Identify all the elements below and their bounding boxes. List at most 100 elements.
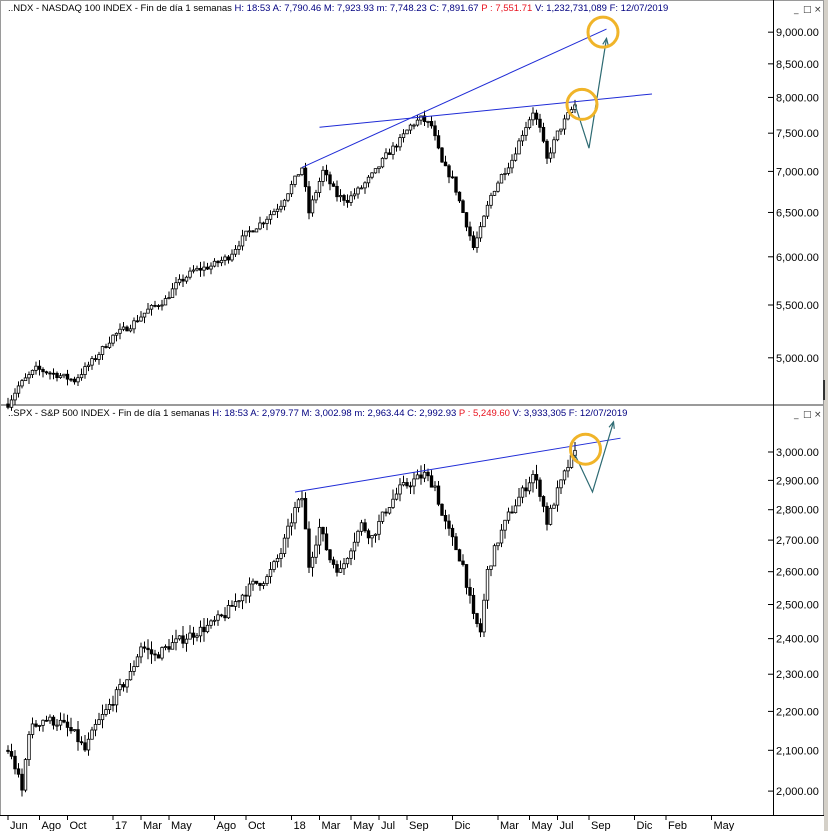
ndx-close-button[interactable]: × (814, 5, 822, 15)
spx-candle-body (496, 542, 500, 547)
ndx-candle-body (412, 124, 416, 127)
ndx-candle-body (338, 195, 343, 198)
x-tick-label: May (353, 820, 374, 831)
ndx-candle-body (258, 222, 262, 230)
ndx-candle-body (100, 346, 105, 355)
spx-candle-body (223, 615, 227, 619)
ndx-candle-body (9, 399, 14, 408)
spx-candle-body (198, 626, 203, 637)
ndx-candle-body (20, 380, 24, 387)
ndx-header: ..NDX - NASDAQ 100 INDEX - Fin de día 1 … (8, 3, 668, 14)
ndx-candle-body (230, 253, 234, 261)
spx-candle-body (132, 666, 136, 672)
ndx-ytick-label: 5,500.00 (776, 300, 819, 312)
spx-candle-body (345, 557, 350, 565)
ndx-candle-body (401, 133, 406, 138)
ndx-candle-body (475, 237, 479, 248)
ndx-candle-body (489, 194, 493, 206)
spx-candle-body (128, 671, 133, 681)
spx-candle-body (289, 522, 294, 527)
ndx-candle-body (146, 308, 150, 314)
ndx-candle-body (405, 129, 409, 135)
spx-candle-body (272, 561, 276, 570)
spx-candle-body (216, 614, 220, 621)
ndx-candle-body (160, 304, 164, 307)
ndx-candle-body (58, 375, 63, 379)
x-tick-label: 18 (294, 820, 306, 831)
ndx-candle-body (454, 176, 458, 193)
x-tick-label: Feb (668, 820, 687, 831)
spx-candle-body (139, 646, 143, 658)
ndx-candle-body (79, 374, 84, 379)
spx-header: ..SPX - S&P 500 INDEX - Fin de día 1 sem… (8, 408, 627, 419)
spx-candle-body (566, 467, 570, 472)
spx-close-button[interactable]: × (814, 410, 822, 420)
spx-candle-body (104, 709, 108, 715)
spx-candle-body (401, 482, 406, 486)
spx-trendline (294, 437, 621, 493)
ndx-candle-body (268, 214, 273, 220)
spx-candle-body (254, 580, 259, 584)
spx-candle-body (349, 550, 353, 559)
spx-ytick-label: 2,000.00 (776, 786, 819, 798)
ndx-minimize-button[interactable]: _ (793, 5, 799, 15)
x-tick-label: Ago (42, 820, 62, 831)
ndx-restore-button[interactable]: □ (803, 5, 812, 15)
spx-candle-body (510, 511, 514, 514)
ndx-candle-body (513, 153, 518, 161)
spx-candle-body (419, 474, 423, 479)
ndx-candle-body (16, 385, 21, 394)
ndx-candle-body (13, 392, 17, 401)
spx-candle-body (321, 526, 325, 535)
ndx-candle-body (23, 377, 28, 382)
x-tick-label: Jun (10, 820, 28, 831)
spx-candle-body (282, 537, 287, 554)
ndx-candle-body (548, 152, 553, 159)
spx-candle-body (527, 482, 532, 492)
ndx-candle-body (419, 115, 423, 121)
spx-minimize-button[interactable]: _ (793, 410, 799, 420)
spx-candle-body (471, 594, 476, 614)
spx-candle-body (97, 719, 101, 725)
spx-candle-body (475, 613, 479, 625)
ndx-candle-body (492, 190, 497, 196)
spx-candle-body (111, 704, 115, 706)
spx-candle-body (107, 704, 112, 710)
spx-candle-body (58, 719, 63, 726)
ndx-candle-body (41, 369, 45, 373)
spx-candle-body (300, 498, 304, 501)
spx-candle-body (240, 594, 245, 602)
ndx-candle-body (251, 230, 255, 233)
x-tick-label: May (714, 820, 735, 831)
spx-candle-body (303, 498, 308, 530)
spx-ytick-label: 2,500.00 (776, 599, 819, 611)
ndx-candle-body (170, 288, 175, 299)
ndx-candle-body (422, 115, 427, 123)
spx-candle-body (86, 738, 91, 751)
ndx-candle-body (559, 128, 563, 132)
ndx-candle-body (562, 118, 567, 130)
spx-candle-body (366, 530, 371, 539)
x-tick-label: Mar (500, 820, 519, 831)
spx-candle-body (244, 594, 248, 597)
x-tick-label: Dic (637, 820, 653, 831)
spx-candle-body (387, 507, 392, 514)
ndx-ytick-label: 5,000.00 (776, 353, 819, 365)
spx-ytick-label: 3,000.00 (776, 447, 819, 459)
spx-candle-body (380, 511, 385, 522)
ndx-candle-body (440, 147, 444, 163)
ndx-candle-body (373, 168, 378, 174)
ndx-candle-body (132, 320, 136, 330)
spx-candle-body (324, 533, 329, 551)
spx-candle-body (499, 529, 504, 544)
spx-candle-body (398, 484, 402, 495)
ndx-candle-body (485, 204, 490, 217)
ndx-candle-body (352, 193, 357, 197)
spx-panel (0, 405, 824, 816)
spx-ytick-label: 2,200.00 (776, 706, 819, 718)
ndx-candle-body (55, 372, 59, 379)
spx-candle-body (55, 724, 59, 727)
ndx-ytick-label: 8,500.00 (776, 59, 819, 71)
spx-restore-button[interactable]: □ (803, 410, 812, 420)
